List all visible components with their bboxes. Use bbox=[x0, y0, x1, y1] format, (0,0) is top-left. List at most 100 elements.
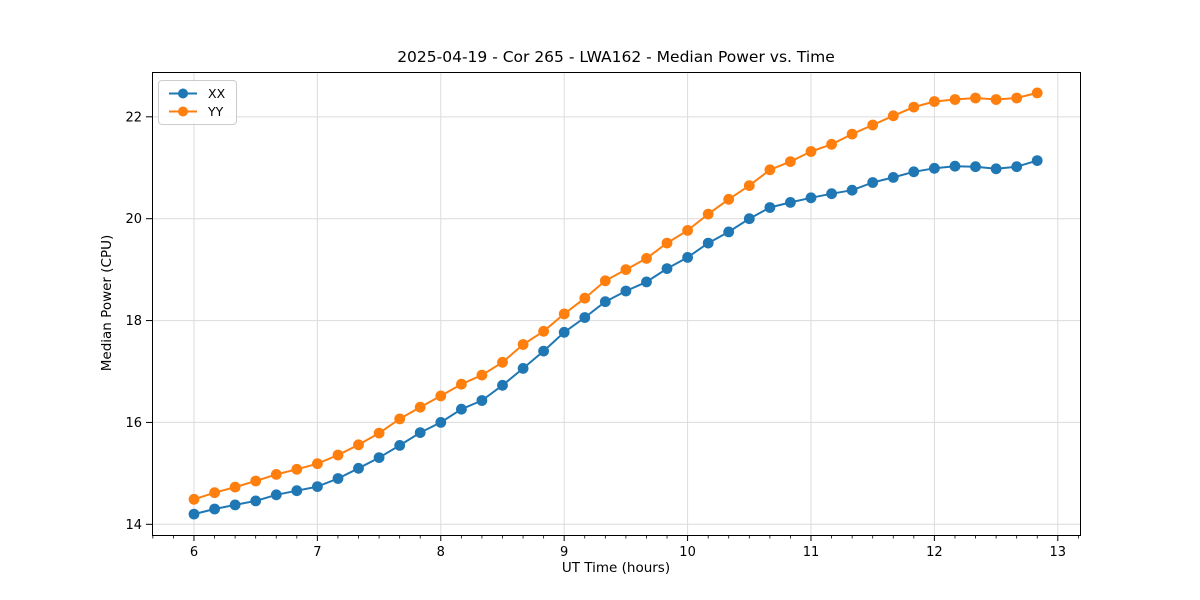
data-point-yy bbox=[990, 94, 1002, 105]
data-point-xx bbox=[641, 276, 652, 288]
data-point-yy bbox=[414, 401, 426, 413]
data-point-xx bbox=[682, 252, 693, 263]
y-tick-label: 22 bbox=[125, 110, 142, 125]
data-point-xx bbox=[599, 296, 611, 308]
x-tick-label: 7 bbox=[313, 545, 321, 560]
data-point-xx bbox=[620, 285, 632, 297]
x-tick-label: 13 bbox=[1050, 545, 1067, 560]
data-point-xx bbox=[394, 440, 406, 451]
data-point-xx bbox=[209, 503, 221, 515]
data-point-yy bbox=[764, 164, 776, 176]
data-point-xx bbox=[353, 462, 364, 474]
data-point-xx bbox=[949, 160, 961, 172]
data-point-xx bbox=[887, 172, 899, 183]
x-tick-label: 6 bbox=[190, 545, 198, 560]
data-point-yy bbox=[1011, 92, 1023, 104]
data-point-yy bbox=[373, 427, 385, 439]
data-point-xx bbox=[414, 427, 426, 438]
data-point-xx bbox=[846, 184, 858, 196]
data-point-xx bbox=[743, 213, 755, 225]
data-point-yy bbox=[599, 275, 611, 287]
data-point-xx bbox=[723, 226, 735, 238]
data-point-xx bbox=[785, 197, 796, 208]
data-point-xx bbox=[826, 188, 837, 200]
data-point-yy bbox=[456, 378, 467, 390]
legend-item-xx: XX bbox=[167, 85, 225, 102]
data-point-yy bbox=[312, 458, 323, 470]
data-point-yy bbox=[394, 413, 406, 425]
x-tick-label: 8 bbox=[437, 545, 445, 560]
data-point-xx bbox=[250, 495, 262, 507]
data-point-xx bbox=[1031, 155, 1043, 167]
data-point-xx bbox=[558, 326, 570, 338]
data-point-xx bbox=[497, 379, 508, 391]
data-point-xx bbox=[188, 508, 200, 520]
legend-item-yy: YY bbox=[167, 103, 225, 120]
data-point-xx bbox=[661, 263, 673, 274]
data-point-yy bbox=[949, 94, 961, 105]
data-point-yy bbox=[291, 463, 303, 475]
data-point-xx bbox=[929, 162, 940, 174]
data-point-xx bbox=[538, 345, 549, 357]
data-point-yy bbox=[887, 110, 899, 122]
data-point-yy bbox=[435, 390, 447, 402]
data-point-yy bbox=[743, 180, 755, 192]
legend-label-xx: XX bbox=[208, 86, 226, 101]
data-point-xx bbox=[332, 473, 344, 484]
data-point-yy bbox=[908, 101, 920, 113]
data-point-yy bbox=[497, 356, 508, 368]
data-point-xx bbox=[764, 202, 776, 213]
data-point-yy bbox=[538, 325, 549, 337]
x-axis-label: UT Time (hours) bbox=[561, 560, 671, 576]
data-point-yy bbox=[476, 369, 488, 381]
x-tick-label: 9 bbox=[560, 545, 568, 560]
data-point-yy bbox=[620, 264, 632, 275]
data-point-xx bbox=[805, 192, 817, 204]
data-point-yy bbox=[1031, 87, 1043, 99]
data-point-xx bbox=[476, 395, 488, 406]
data-point-xx bbox=[517, 363, 529, 374]
x-tick-label: 10 bbox=[679, 545, 696, 560]
data-point-xx bbox=[908, 166, 920, 178]
data-point-xx bbox=[373, 452, 385, 463]
legend-line-marker-icon bbox=[169, 106, 197, 117]
data-point-xx bbox=[312, 481, 323, 492]
y-tick-label: 20 bbox=[125, 212, 142, 227]
data-point-xx bbox=[435, 417, 447, 428]
data-point-yy bbox=[867, 119, 879, 131]
data-point-yy bbox=[826, 138, 837, 150]
data-point-xx bbox=[970, 161, 981, 173]
data-point-xx bbox=[270, 489, 282, 501]
data-point-yy bbox=[229, 481, 241, 493]
y-tick-label: 18 bbox=[125, 314, 142, 329]
data-point-xx bbox=[990, 163, 1002, 175]
chart-title: 2025-04-19 - Cor 265 - LWA162 - Median P… bbox=[397, 48, 835, 66]
data-point-yy bbox=[353, 439, 364, 451]
data-point-xx bbox=[229, 499, 241, 511]
data-point-yy bbox=[558, 308, 570, 320]
data-point-xx bbox=[1011, 161, 1023, 173]
data-point-yy bbox=[723, 193, 735, 205]
data-point-yy bbox=[929, 96, 940, 107]
data-point-xx bbox=[579, 312, 591, 323]
data-point-yy bbox=[702, 208, 714, 220]
data-point-xx bbox=[291, 485, 303, 497]
x-tick-label: 11 bbox=[803, 545, 820, 560]
data-point-yy bbox=[270, 469, 282, 480]
legend: XX YY bbox=[158, 80, 238, 125]
data-point-yy bbox=[846, 128, 858, 140]
data-point-yy bbox=[188, 493, 200, 505]
data-point-xx bbox=[867, 177, 879, 188]
data-point-yy bbox=[332, 449, 344, 461]
data-point-yy bbox=[641, 253, 652, 264]
data-point-yy bbox=[579, 292, 591, 304]
data-point-yy bbox=[682, 225, 693, 236]
legend-line-marker-icon bbox=[169, 88, 197, 99]
data-point-yy bbox=[250, 475, 262, 487]
data-point-yy bbox=[970, 92, 981, 104]
data-point-yy bbox=[661, 237, 673, 249]
data-point-yy bbox=[209, 487, 221, 499]
axes-frame bbox=[152, 72, 1081, 536]
data-point-yy bbox=[517, 339, 529, 350]
